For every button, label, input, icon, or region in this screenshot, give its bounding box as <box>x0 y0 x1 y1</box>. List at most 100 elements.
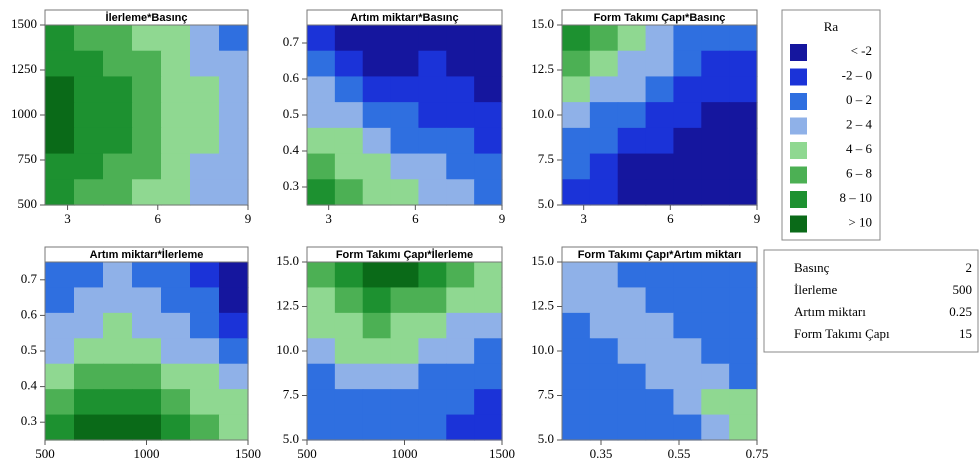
contour-cell <box>45 76 75 103</box>
contour-cell <box>161 25 191 52</box>
legend-label: -2 – 0 <box>842 67 872 82</box>
contour-cell <box>190 262 220 289</box>
contour-cell <box>645 287 675 314</box>
hold-value: 2 <box>966 260 973 275</box>
contour-cell <box>673 262 702 289</box>
contour-cell <box>74 414 104 441</box>
panel-title-box <box>561 246 758 263</box>
contour-cell <box>645 389 675 416</box>
contour-cell <box>701 102 730 129</box>
contour-cell <box>362 262 392 289</box>
panel-title: Artım miktarı*Basınç <box>350 12 458 24</box>
contour-cell <box>362 50 392 78</box>
contour-cell <box>701 389 730 416</box>
y-tick-label: 0.5 <box>283 106 299 121</box>
contour-cell <box>219 50 249 78</box>
y-tick-label: 0.4 <box>283 142 300 157</box>
contour-cell <box>474 25 503 52</box>
contour-cell <box>673 179 702 206</box>
contour-cell <box>190 25 220 52</box>
contour-cell <box>132 414 162 441</box>
contour-cell <box>418 25 447 52</box>
contour-cell <box>219 287 249 314</box>
contour-cell <box>45 389 75 416</box>
contour-cell <box>307 262 336 289</box>
contour-cell <box>307 414 336 441</box>
contour-cell <box>673 363 702 390</box>
contour-cell <box>673 312 702 339</box>
contour-cell <box>74 25 104 52</box>
contour-cell <box>103 414 133 441</box>
contour-cell <box>390 287 420 314</box>
contour-cell <box>334 312 364 339</box>
x-tick-label: 1500 <box>235 446 261 461</box>
contour-cell <box>390 312 420 339</box>
contour-cell <box>418 50 447 78</box>
contour-cell <box>190 338 220 365</box>
contour-cell <box>446 414 475 441</box>
contour-cell <box>362 414 392 441</box>
contour-cell <box>390 102 420 129</box>
contour-cell <box>645 153 675 180</box>
contour-cell <box>562 312 591 339</box>
y-tick-label: 0.3 <box>283 178 299 193</box>
contour-cell <box>645 102 675 129</box>
panel-title-box <box>44 9 249 26</box>
x-tick-label: 3 <box>325 211 332 226</box>
contour-cell <box>701 363 730 390</box>
contour-cell <box>645 312 675 339</box>
contour-cell <box>589 179 619 206</box>
contour-cell <box>103 363 133 390</box>
contour-cell <box>45 25 75 52</box>
contour-cell <box>334 50 364 78</box>
contour-cell <box>562 287 591 314</box>
contour-cell <box>161 363 191 390</box>
contour-cell <box>190 179 220 206</box>
contour-cell <box>307 389 336 416</box>
y-tick-label: 15.0 <box>531 16 554 31</box>
contour-cell <box>219 179 249 206</box>
legend-swatch <box>790 44 807 61</box>
contour-cell <box>701 127 730 155</box>
contour-cell <box>589 287 619 314</box>
y-tick-label: 15.0 <box>531 253 554 268</box>
contour-cell <box>645 338 675 365</box>
contour-cell <box>474 76 503 103</box>
contour-cell <box>418 414 447 441</box>
contour-cell <box>334 262 364 289</box>
contour-cell <box>673 153 702 180</box>
y-tick-label: 5.0 <box>538 196 554 211</box>
x-tick-label: 3 <box>64 211 71 226</box>
contour-cell <box>161 262 191 289</box>
contour-cell <box>132 389 162 416</box>
contour-cell <box>446 102 475 129</box>
contour-cell <box>562 363 591 390</box>
contour-cell <box>132 338 162 365</box>
contour-cell <box>446 25 475 52</box>
contour-cell <box>474 389 503 416</box>
y-tick-label: 0.7 <box>21 271 38 286</box>
contour-cell <box>219 414 249 441</box>
contour-cell <box>161 153 191 180</box>
contour-cell <box>562 262 591 289</box>
contour-cell <box>190 153 220 180</box>
contour-cell <box>132 363 162 390</box>
contour-cell <box>45 414 75 441</box>
contour-cell <box>362 389 392 416</box>
contour-cell <box>446 262 475 289</box>
contour-cell <box>161 312 191 339</box>
contour-cell <box>45 179 75 206</box>
y-tick-label: 15.0 <box>276 253 299 268</box>
contour-cell <box>307 76 336 103</box>
contour-cell <box>673 25 702 52</box>
contour-cell <box>589 50 619 78</box>
contour-cell <box>589 312 619 339</box>
contour-cell <box>334 102 364 129</box>
contour-cell <box>219 262 249 289</box>
contour-cell <box>617 102 647 129</box>
contour-cell <box>132 50 162 78</box>
hold-name: Artım miktarı <box>794 304 866 319</box>
contour-cell <box>45 363 75 390</box>
legend-label: 2 – 4 <box>846 116 873 131</box>
contour-cell <box>362 76 392 103</box>
